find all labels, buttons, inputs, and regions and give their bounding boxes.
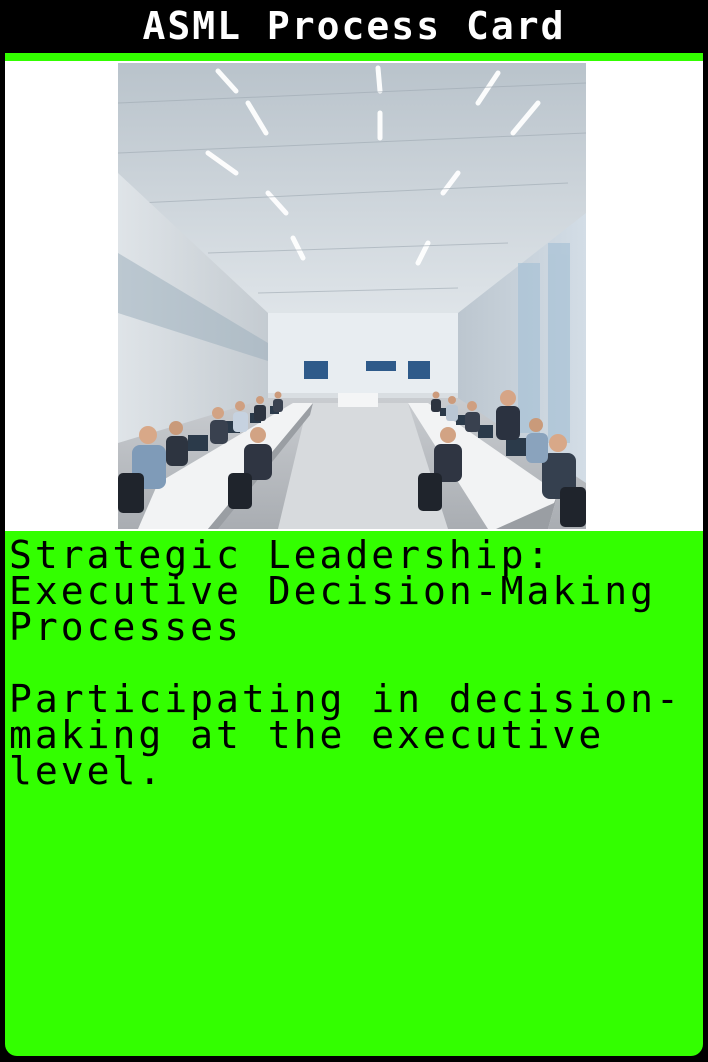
image-panel: [5, 61, 703, 531]
conference-room-photo: [118, 63, 586, 529]
card-heading: Strategic Leadership: Executive Decision…: [9, 533, 656, 649]
conference-room-illustration: [118, 63, 586, 529]
card-header: ASML Process Card: [0, 0, 708, 52]
card-body: Strategic Leadership: Executive Decision…: [5, 531, 703, 1056]
card-title: ASML Process Card: [142, 4, 566, 48]
accent-divider: [5, 53, 703, 61]
card-description: Participating in decision-making at the …: [9, 677, 682, 793]
